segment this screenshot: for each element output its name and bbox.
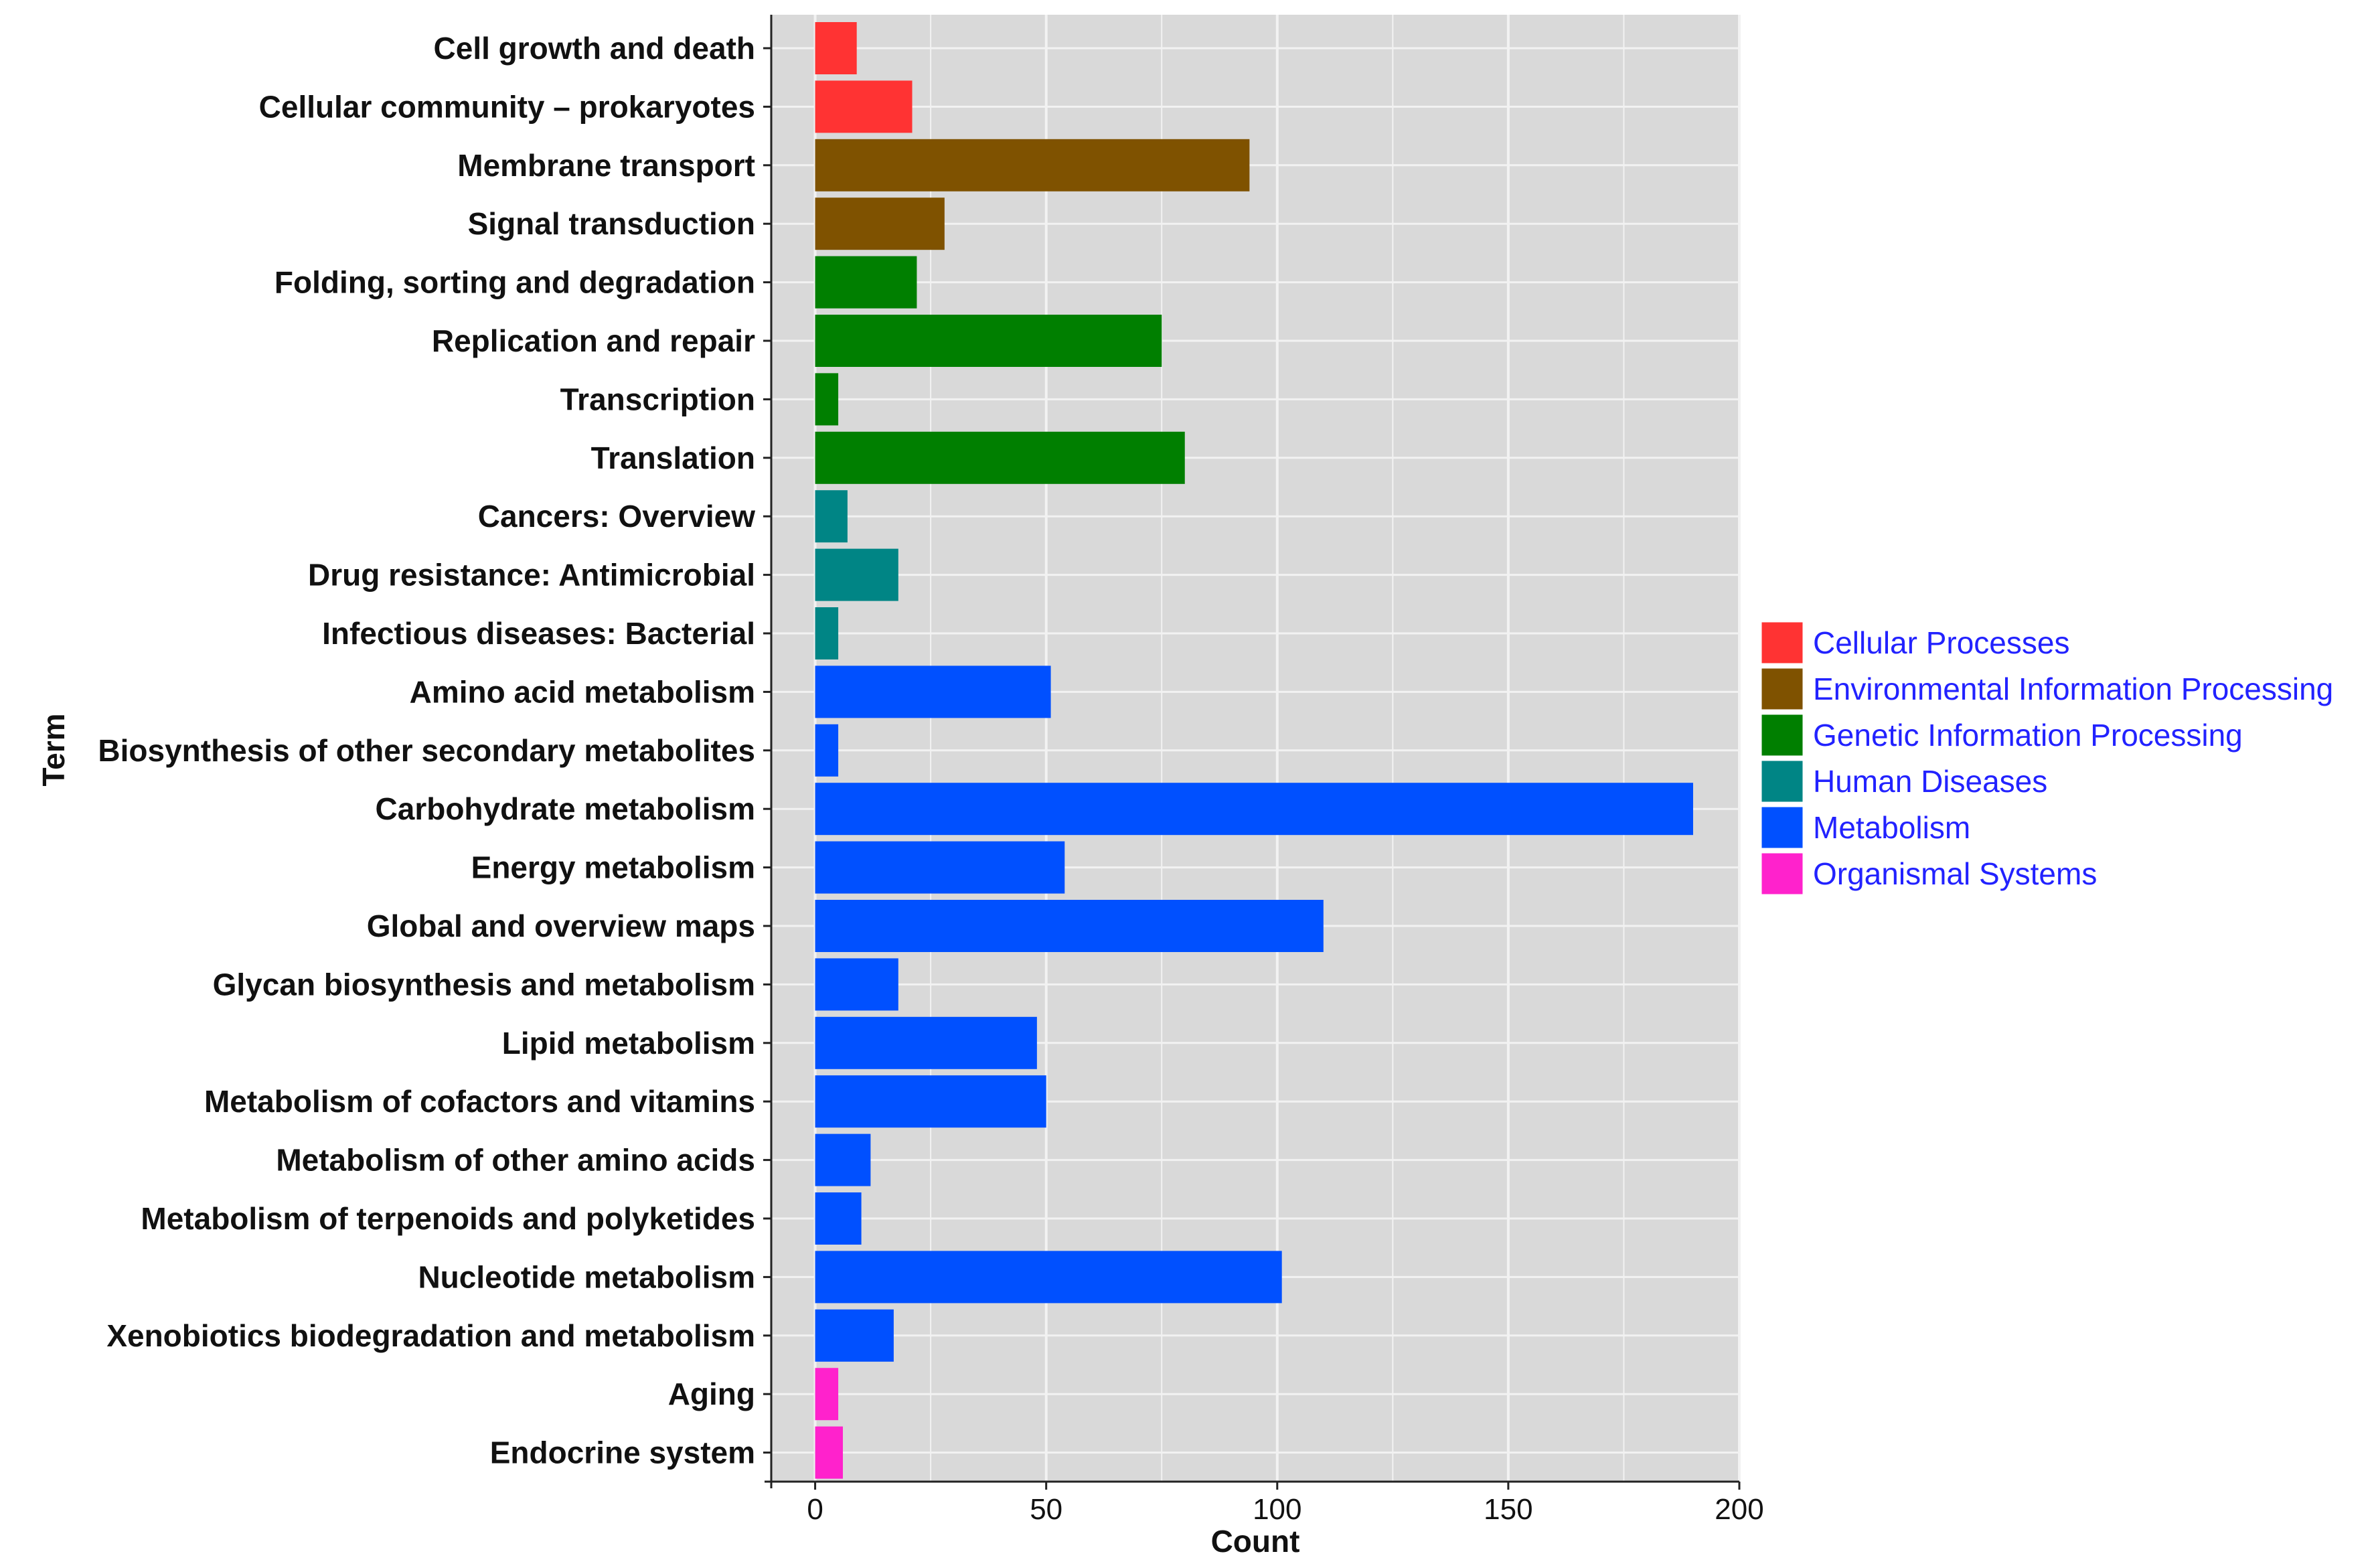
bar [815, 1251, 1282, 1304]
term-label: Carbohydrate metabolism [376, 791, 755, 826]
legend-label: Genetic Information Processing [1813, 718, 2243, 753]
plot-panel [765, 15, 1741, 1488]
legend-label: Environmental Information Processing [1813, 672, 2333, 706]
term-label: Cell growth and death [434, 31, 755, 66]
term-label: Infectious diseases: Bacterial [322, 616, 755, 651]
legend-swatch [1759, 712, 1805, 758]
bar [815, 607, 839, 659]
bar [815, 256, 917, 309]
term-label: Lipid metabolism [502, 1026, 755, 1061]
term-label: Metabolism of terpenoids and polyketides [141, 1201, 755, 1236]
term-labels-group: Cell growth and death Cellular community … [98, 31, 771, 1470]
x-tick-label: 150 [1484, 1493, 1532, 1526]
x-ticks-group: 0 50 100 150 200 [807, 1482, 1764, 1526]
term-label: Biosynthesis of other secondary metaboli… [98, 733, 755, 768]
x-tick-label: 0 [807, 1493, 823, 1526]
bar [815, 22, 857, 74]
bar [815, 1075, 1046, 1128]
bar [815, 1426, 843, 1479]
x-tick-label: 50 [1030, 1493, 1062, 1526]
y-axis-title: Term [36, 713, 71, 786]
bar [815, 373, 839, 426]
legend-label: Organismal Systems [1813, 856, 2097, 891]
legend-swatch [1759, 851, 1805, 896]
bar [815, 1016, 1037, 1069]
term-label: Drug resistance: Antimicrobial [308, 558, 755, 593]
term-label: Signal transduction [468, 206, 755, 241]
bar [815, 80, 913, 133]
legend-swatch [1759, 759, 1805, 804]
bar [815, 665, 1051, 718]
x-tick-label: 100 [1253, 1493, 1301, 1526]
bar [815, 490, 848, 543]
term-label: Folding, sorting and degradation [274, 265, 755, 300]
legend-swatch [1759, 805, 1805, 850]
legend-swatch [1759, 666, 1805, 712]
x-tick-label: 200 [1715, 1493, 1763, 1526]
bar [815, 724, 839, 777]
bar [815, 1133, 871, 1186]
bar [815, 1309, 894, 1362]
bar [815, 431, 1185, 484]
bars-group [815, 22, 1693, 1479]
term-label: Nucleotide metabolism [418, 1259, 755, 1294]
bar [815, 1192, 862, 1245]
term-label: Global and overview maps [367, 909, 755, 943]
legend-label: Cellular Processes [1813, 625, 2069, 660]
term-label: Transcription [560, 382, 755, 416]
bar [815, 548, 898, 601]
legend: Cellular Processes Environmental Informat… [1759, 620, 2333, 896]
bar [815, 1368, 839, 1421]
term-label: Replication and repair [432, 323, 755, 358]
bar [815, 198, 945, 250]
legend-label: Metabolism [1813, 810, 1970, 845]
legend-swatch [1759, 620, 1805, 665]
term-label: Translation [591, 441, 755, 475]
bar [815, 900, 1324, 952]
bar [815, 841, 1065, 894]
term-label: Metabolism of cofactors and vitamins [204, 1084, 755, 1119]
x-axis-title: Count [1211, 1524, 1300, 1559]
bar [815, 139, 1250, 191]
term-label: Glycan biosynthesis and metabolism [213, 967, 755, 1002]
term-label: Amino acid metabolism [410, 674, 755, 709]
term-label: Metabolism of other amino acids [276, 1143, 755, 1178]
term-label: Cellular community – prokaryotes [259, 89, 755, 124]
term-label: Aging [668, 1377, 755, 1411]
term-label: Cancers: Overview [478, 499, 755, 534]
bar [815, 315, 1162, 367]
term-label: Endocrine system [490, 1435, 755, 1470]
bar [815, 783, 1693, 836]
term-label: Xenobiotics biodegradation and metabolis… [106, 1318, 755, 1353]
legend-label: Human Diseases [1813, 764, 2047, 799]
bar [815, 958, 898, 1011]
term-label: Membrane transport [457, 148, 755, 183]
term-label: Energy metabolism [471, 850, 755, 885]
panel-background [771, 15, 1739, 1482]
